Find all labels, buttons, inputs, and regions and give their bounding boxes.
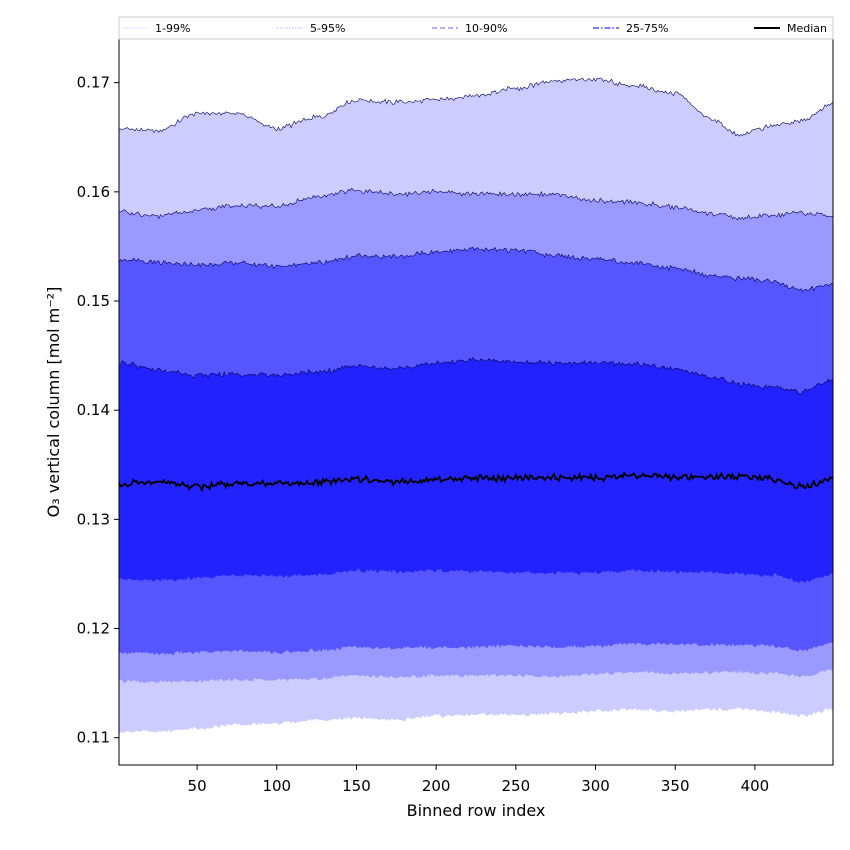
y-axis: 0.11 0.12 0.13 0.14 0.15 0.16 0.17 (77, 74, 119, 747)
legend-entry: 1-99% (122, 22, 190, 35)
x-axis-label: Binned row index (407, 801, 546, 820)
band-25-75-area (119, 357, 833, 583)
legend-entry: 5-95% (277, 22, 345, 35)
x-tick-label: 350 (661, 777, 690, 795)
band-25-75-upper-edge (118, 356, 834, 395)
y-axis-label: O₃ vertical column [mol m⁻²] (44, 287, 63, 518)
x-tick-label: 150 (342, 777, 371, 795)
legend-entry: 25-75% (593, 22, 668, 35)
x-tick-label: 200 (422, 777, 451, 795)
x-axis: 50 100 150 200 250 300 350 400 (188, 765, 770, 795)
y-tick-label: 0.17 (77, 74, 110, 92)
legend-label: 1-99% (155, 22, 190, 35)
legend-box (118, 16, 834, 40)
legend-entry: 10-90% (432, 22, 507, 35)
y-tick-label: 0.11 (77, 729, 110, 747)
legend-label: 10-90% (465, 22, 507, 35)
x-tick-label: 300 (581, 777, 610, 795)
x-tick-label: 50 (188, 777, 207, 795)
y-tick-label: 0.15 (77, 292, 110, 310)
legend-label: 5-95% (310, 22, 345, 35)
y-tick-label: 0.13 (77, 510, 110, 528)
x-tick-label: 400 (741, 777, 770, 795)
band-5-95-upper-edge (118, 187, 834, 221)
median-layer (118, 471, 834, 493)
band-10-90-upper-edge (118, 246, 834, 293)
legend-label: 25-75% (626, 22, 668, 35)
legend-label: Median (787, 22, 827, 35)
x-tick-label: 100 (262, 777, 291, 795)
y-tick-label: 0.16 (77, 183, 110, 201)
bands-layer (118, 77, 834, 735)
legend-entry: Median (754, 22, 827, 35)
y-tick-label: 0.12 (77, 620, 110, 638)
band-1-99-upper-edge (118, 77, 834, 137)
median-line (118, 471, 834, 493)
legend: 1-99% 5-95% 10-90% 25-75% Median (118, 16, 834, 40)
y-tick-label: 0.14 (77, 401, 110, 419)
x-tick-label: 250 (502, 777, 531, 795)
